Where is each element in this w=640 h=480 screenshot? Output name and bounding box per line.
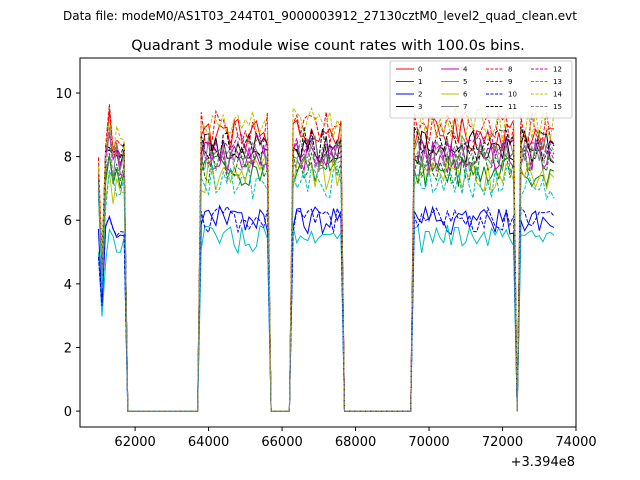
legend-label-15: 15	[553, 103, 562, 111]
x-tick-label: 64000	[188, 435, 229, 450]
series-line-5	[97, 224, 555, 412]
legend-label-0: 0	[418, 66, 422, 74]
series-layer	[97, 104, 555, 412]
series-line-11	[97, 126, 555, 412]
legend-label-1: 1	[418, 78, 422, 86]
legend-label-2: 2	[418, 91, 422, 99]
legend-label-5: 5	[463, 78, 467, 86]
x-tick-label: 70000	[408, 435, 449, 450]
x-tick-label: 66000	[261, 435, 302, 450]
plot-frame	[79, 57, 577, 428]
legend-label-9: 9	[508, 78, 512, 86]
y-tick-label: 10	[55, 87, 72, 102]
series-line-15	[97, 126, 555, 412]
x-tick-label: 68000	[335, 435, 376, 450]
legend-label-11: 11	[508, 103, 517, 111]
series-line-12	[97, 128, 555, 412]
y-tick-label: 0	[64, 405, 72, 420]
legend-label-13: 13	[553, 78, 562, 86]
legend-label-7: 7	[463, 103, 467, 111]
x-tick-label: 72000	[482, 435, 523, 450]
series-line-1	[97, 151, 555, 412]
series-line-13	[97, 164, 555, 412]
x-tick-label: 74000	[555, 435, 596, 450]
x-tick-label: 62000	[114, 435, 155, 450]
legend-label-8: 8	[508, 66, 512, 74]
legend-label-10: 10	[508, 91, 517, 99]
y-tick-label: 4	[64, 278, 72, 293]
y-tick-label: 2	[64, 341, 72, 356]
legend-label-4: 4	[463, 66, 468, 74]
legend-label-6: 6	[463, 91, 468, 99]
legend-label-14: 14	[553, 91, 562, 99]
axes-layer: 62000 64000 66000 68000 70000 72000 74000 0 2 4 6 8…	[55, 87, 596, 450]
legend-label-3: 3	[418, 103, 422, 111]
file-suptitle: Data file: modeM0/AS1T03_244T01_90000039…	[63, 9, 577, 23]
x-offset-label: +3.394e8	[511, 455, 575, 470]
legend-box	[389, 60, 573, 119]
series-line-4	[97, 133, 555, 412]
y-tick-label: 8	[64, 151, 72, 166]
y-tick-label: 6	[64, 214, 72, 229]
legend-label-12: 12	[553, 66, 562, 74]
chart-title: Quadrant 3 module wise count rates with …	[131, 38, 525, 54]
